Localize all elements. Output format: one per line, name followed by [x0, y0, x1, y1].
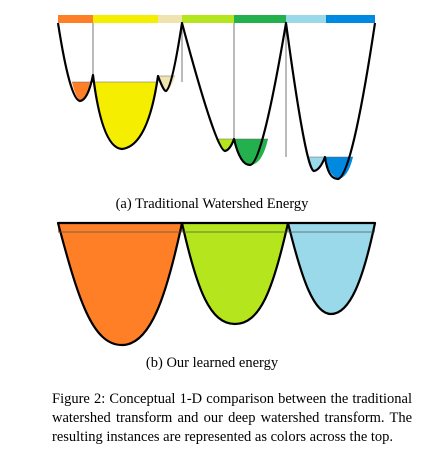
- instance-bar-green: [234, 15, 286, 23]
- learned-energy-panel: [56, 221, 377, 347]
- figure-diagram: [56, 15, 377, 347]
- caption-traditional-energy: (a) Traditional Watershed Energy: [115, 196, 309, 212]
- learned-basin-orange: [56, 221, 184, 347]
- traditional-energy-panel: [56, 15, 377, 181]
- instance-bar-beige: [158, 15, 182, 23]
- basin-lime: [216, 139, 234, 151]
- learned-basin-light_blue: [286, 221, 377, 316]
- caption-learned-energy: (b) Our learned energy: [145, 355, 279, 371]
- learned-basin-lime: [180, 221, 290, 326]
- basin-yellow: [93, 82, 158, 149]
- figure-caption: Figure 2: Conceptual 1-D comparison betw…: [52, 391, 412, 446]
- instance-bar-light_blue: [286, 15, 326, 23]
- basin-green: [234, 139, 268, 165]
- basin-blue: [325, 157, 353, 179]
- basin-orange: [72, 82, 90, 101]
- energy-curve-traditional: [56, 21, 377, 181]
- instance-bar-orange: [58, 15, 93, 23]
- instance-bar-yellow: [93, 15, 158, 23]
- instance-bar-blue: [326, 15, 375, 23]
- instance-bar-lime: [182, 15, 234, 23]
